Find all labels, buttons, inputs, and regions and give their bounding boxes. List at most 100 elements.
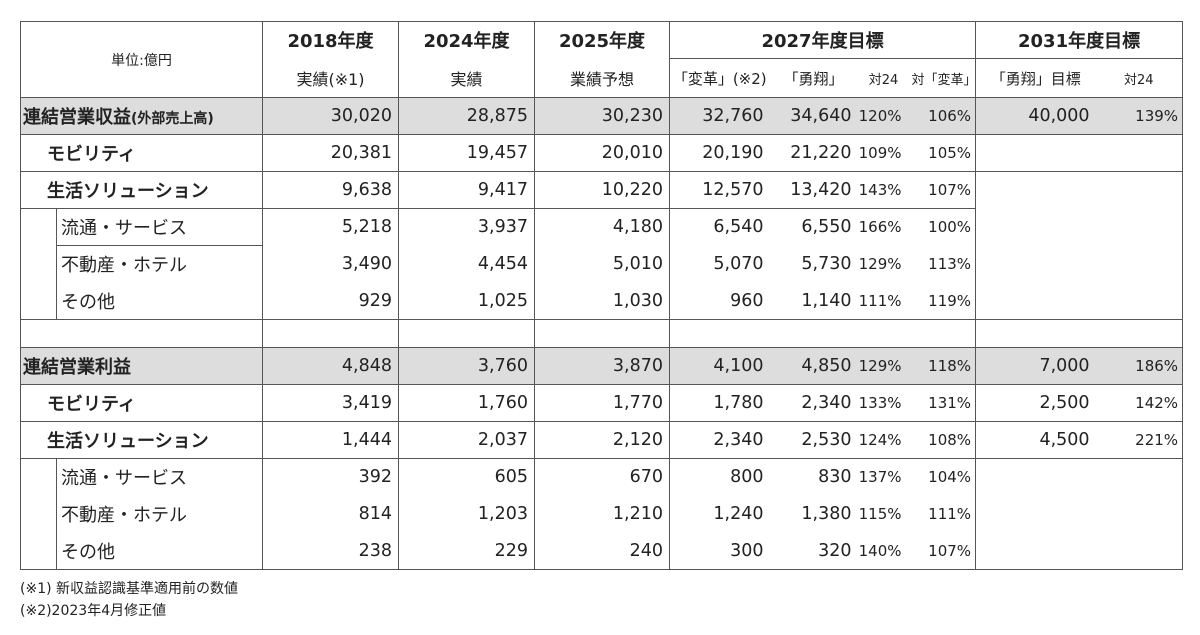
subheader-vs24: 対24 <box>857 58 910 98</box>
cell-vs24: 137% <box>857 458 910 496</box>
cell-2018: 30,020 <box>262 97 399 135</box>
indent-cell <box>20 282 57 320</box>
row-label: その他 <box>56 532 263 570</box>
cell-yusho: 4,850 <box>769 347 858 385</box>
cell-2018: 392 <box>262 458 399 496</box>
subheader-2018: 実績(※1) <box>262 58 399 98</box>
cell-2018: 929 <box>262 282 399 320</box>
cell-2025: 1,770 <box>534 384 670 422</box>
cell-2024: 9,417 <box>398 171 535 209</box>
cell-2018: 238 <box>262 532 399 570</box>
cell-yusho: 320 <box>769 532 858 570</box>
cell-henkaku: 300 <box>669 532 770 570</box>
cell-2025: 5,010 <box>534 245 670 283</box>
cell-2024: 28,875 <box>398 97 535 135</box>
cell-vs24: 140% <box>857 532 910 570</box>
cell-vs24: 111% <box>857 282 910 320</box>
cell-2031-vs24: 221% <box>1095 421 1184 459</box>
subheader-2031-vs24: 対24 <box>1095 58 1184 98</box>
row-label: その他 <box>56 282 263 320</box>
cell-2031-vs24: 139% <box>1095 97 1184 135</box>
cell-2031-vs24 <box>1095 245 1184 283</box>
cell-vs-henkaku: 131% <box>909 384 977 422</box>
footnote-2: (※2)2023年4月修正値 <box>20 603 167 619</box>
subheader-henkaku: 「変革」(※2) <box>669 58 770 98</box>
cell-2031: 7,000 <box>975 347 1096 385</box>
table-row: 不動産・ホテル 3,490 4,454 5,010 5,070 5,730 12… <box>20 245 1184 283</box>
cell-2031-vs24 <box>1095 282 1184 320</box>
cell-vs24: 143% <box>857 171 910 209</box>
cell-2031: 2,500 <box>975 384 1096 422</box>
subheader-vs-henkaku: 対「変革」 <box>909 58 977 98</box>
financial-targets-table: 単位:億円 2018年度 2024年度 2025年度 2027年度目標 2031… <box>20 21 1184 570</box>
cell-2031-vs24 <box>1095 208 1184 246</box>
cell-vs-henkaku: 119% <box>909 282 977 320</box>
cell-vs24: 129% <box>857 347 910 385</box>
table-row: 流通・サービス 392 605 670 800 830 137% 104% <box>20 458 1184 496</box>
table-row: 生活ソリューション 1,444 2,037 2,120 2,340 2,530 … <box>20 421 1184 459</box>
subheader-2031-target: 「勇翔」目標 <box>975 58 1096 98</box>
row-label: 生活ソリューション <box>20 171 263 209</box>
cell-yusho: 2,530 <box>769 421 858 459</box>
cell-2031-vs24: 142% <box>1095 384 1184 422</box>
cell-2024: 1,203 <box>398 495 535 533</box>
subheader-2024: 実績 <box>398 58 535 98</box>
table-row: モビリティ 3,419 1,760 1,770 1,780 2,340 133%… <box>20 384 1184 422</box>
cell-vs-henkaku: 100% <box>909 208 977 246</box>
indent-cell <box>20 495 57 533</box>
cell-2031: 4,500 <box>975 421 1096 459</box>
cell-2031-vs24 <box>1095 495 1184 533</box>
cell-vs24: 109% <box>857 134 910 172</box>
cell-vs24: 124% <box>857 421 910 459</box>
cell-2018: 5,218 <box>262 208 399 246</box>
cell-vs-henkaku: 118% <box>909 347 977 385</box>
header-2024: 2024年度 <box>398 21 535 59</box>
cell-2025: 30,230 <box>534 97 670 135</box>
subheader-yusho: 「勇翔」 <box>769 58 858 98</box>
table-row: 生活ソリューション 9,638 9,417 10,220 12,570 13,4… <box>20 171 1184 209</box>
unit-label: 単位:億円 <box>20 21 263 98</box>
cell-henkaku: 5,070 <box>669 245 770 283</box>
cell-2031-vs24: 186% <box>1095 347 1184 385</box>
cell-vs24: 166% <box>857 208 910 246</box>
cell-2018: 9,638 <box>262 171 399 209</box>
cell-2024: 2,037 <box>398 421 535 459</box>
cell-2031: 40,000 <box>975 97 1096 135</box>
table-row: その他 238 229 240 300 320 140% 107% <box>20 532 1184 570</box>
cell-2024: 1,760 <box>398 384 535 422</box>
cell-2018: 3,490 <box>262 245 399 283</box>
row-label: モビリティ <box>20 384 263 422</box>
header-2027-target: 2027年度目標 <box>668 21 977 59</box>
cell-vs-henkaku: 111% <box>909 495 977 533</box>
row-label: モビリティ <box>20 134 263 172</box>
spacer-row <box>20 319 1184 348</box>
cell-yusho: 1,380 <box>801 504 852 524</box>
cell-2025: 1,030 <box>534 282 670 320</box>
cell-yusho: 21,220 <box>769 134 858 172</box>
cell-henkaku: 12,570 <box>669 171 770 209</box>
cell-henkaku: 6,540 <box>669 208 770 246</box>
row-label: 連結営業利益 <box>20 347 263 385</box>
cell-henkaku: 20,190 <box>669 134 770 172</box>
cell-2025: 20,010 <box>534 134 670 172</box>
indent-cell <box>20 208 57 246</box>
cell-vs24: 115% <box>858 505 902 523</box>
indent-cell <box>20 245 57 283</box>
header-2031-target: 2031年度目標 <box>975 21 1184 59</box>
cell-vs24: 133% <box>857 384 910 422</box>
cell-2025: 670 <box>534 458 670 496</box>
subheader-2025: 業績予想 <box>534 58 670 98</box>
cell-2025: 4,180 <box>534 208 670 246</box>
cell-2031-vs24 <box>1095 532 1184 570</box>
cell-2025: 3,870 <box>534 347 670 385</box>
cell-yusho: 1,140 <box>769 282 858 320</box>
cell-yusho: 5,730 <box>801 254 852 274</box>
cell-vs24: 120% <box>857 97 910 135</box>
cell-2031 <box>975 245 1096 283</box>
header-2018: 2018年度 <box>262 21 399 59</box>
table-row: 不動産・ホテル 814 1,203 1,210 1,240 1,380 115%… <box>20 495 1184 533</box>
cell-2025: 1,210 <box>534 495 670 533</box>
cell-2025: 240 <box>534 532 670 570</box>
cell-2024: 1,025 <box>398 282 535 320</box>
footnote-1: (※1) 新収益認識基準適用前の数値 <box>20 581 239 597</box>
